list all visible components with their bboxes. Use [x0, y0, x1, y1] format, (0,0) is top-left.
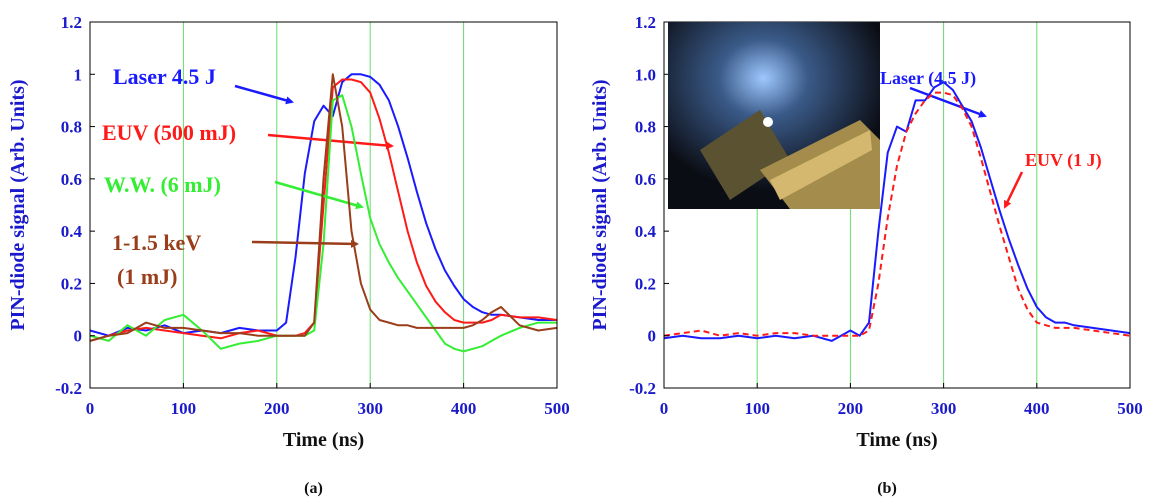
series-label: (1 mJ)	[117, 264, 177, 289]
y-axis-title: PIN-diode signal (Arb. Units)	[589, 79, 611, 330]
y-tick-label: 0.4	[61, 222, 83, 241]
series-label: EUV (500 mJ)	[102, 120, 236, 145]
y-tick-label: 0.6	[61, 170, 82, 189]
data-line	[89, 94, 557, 353]
data-line	[89, 73, 558, 342]
series-label: EUV (1 J)	[1025, 150, 1102, 171]
x-axis-title: Time (ns)	[856, 429, 937, 451]
y-tick-label: 0	[648, 327, 657, 346]
y-tick-label: 0.4	[635, 222, 657, 241]
y-axis-title: PIN-diode signal (Arb. Units)	[7, 79, 29, 330]
caption: (b)	[877, 480, 897, 497]
data-line	[89, 78, 558, 342]
panel: Laser 4.5 J EUV (500 mJ) W.W. (6 mJ) 1-1.5 …	[7, 13, 570, 497]
x-tick-label: 100	[171, 399, 197, 418]
x-tick-label: 300	[357, 399, 383, 418]
y-tick-label: 1.0	[635, 65, 656, 84]
x-tick-label: 400	[1024, 399, 1050, 418]
annotation-arrow	[251, 239, 359, 248]
x-tick-label: 100	[744, 399, 770, 418]
y-tick-label: -0.2	[629, 379, 656, 398]
y-tick-label: 1.2	[635, 13, 656, 32]
annotation-arrow	[909, 86, 987, 118]
series-label: Laser (4.5 J)	[880, 68, 976, 89]
y-tick-label: 0.6	[635, 170, 656, 189]
annotation-arrow	[234, 84, 294, 105]
plot-frame	[663, 21, 1131, 389]
inset-photo	[668, 22, 880, 209]
annotation-arrow	[274, 180, 364, 210]
y-tick-label: 0	[74, 327, 83, 346]
x-axis-title: Time (ns)	[283, 429, 364, 451]
annotation-arrow	[1003, 171, 1024, 209]
y-tick-label: -0.2	[55, 379, 82, 398]
x-tick-label: 0	[660, 399, 669, 418]
y-tick-label: 0.8	[61, 118, 82, 137]
plot-frame	[89, 21, 558, 389]
y-tick-label: 1	[74, 65, 83, 84]
x-tick-label: 500	[1117, 399, 1143, 418]
y-tick-label: 0.8	[635, 118, 656, 137]
y-tick-label: 0.2	[635, 274, 656, 293]
data-line	[663, 91, 1131, 337]
x-tick-label: 0	[86, 399, 95, 418]
caption: (a)	[304, 480, 323, 497]
series-label: Laser 4.5 J	[113, 64, 216, 89]
y-tick-label: 0.2	[61, 274, 82, 293]
x-tick-label: 200	[264, 399, 290, 418]
x-tick-label: 400	[451, 399, 477, 418]
data-line	[663, 81, 1131, 342]
series-label: 1-1.5 keV	[112, 230, 201, 255]
x-tick-label: 500	[544, 399, 570, 418]
y-tick-label: 1.2	[61, 13, 82, 32]
x-tick-label: 200	[838, 399, 864, 418]
series-label: W.W. (6 mJ)	[104, 172, 221, 197]
x-tick-label: 300	[931, 399, 957, 418]
